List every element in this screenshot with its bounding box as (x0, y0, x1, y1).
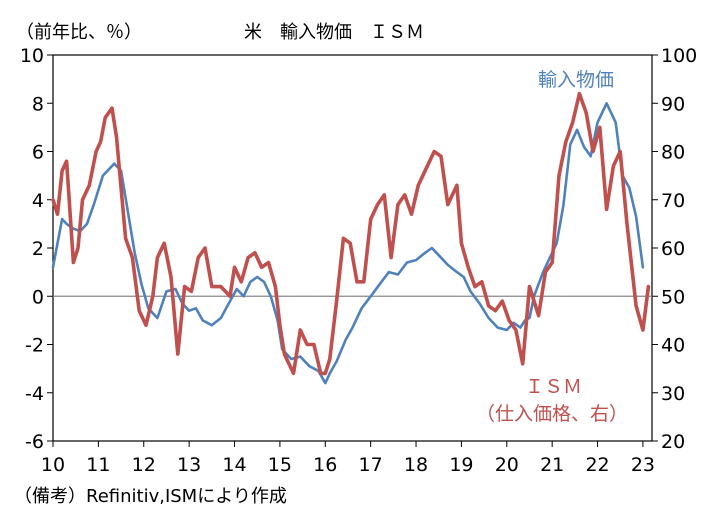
right-tick-label: 40 (661, 335, 685, 357)
right-tick-label: 100 (661, 45, 697, 67)
ism-series-sublabel: （仕入価格、右） (476, 403, 628, 425)
x-tick-label: 10 (41, 454, 65, 476)
right-axis-tick-labels: 20 30 40 50 60 70 80 90 100 (661, 45, 697, 453)
x-tick-label: 23 (631, 454, 655, 476)
right-tick-label: 20 (661, 431, 685, 453)
left-tick-label: -4 (25, 383, 44, 405)
x-axis-tick-labels: 10 11 12 13 14 15 16 17 18 19 20 21 22 23 (41, 454, 655, 476)
x-tick-label: 11 (86, 454, 110, 476)
x-tick-label: 17 (359, 454, 383, 476)
x-tick-label: 18 (404, 454, 428, 476)
right-tick-label: 70 (661, 190, 685, 212)
source-note: （備考）Refinitiv,ISMにより作成 (14, 486, 287, 507)
x-tick-label: 13 (177, 454, 201, 476)
x-tick-label: 14 (222, 454, 246, 476)
right-tick-label: 30 (661, 383, 685, 405)
left-tick-label: -2 (25, 335, 44, 357)
left-tick-label: 4 (32, 190, 44, 212)
chart-title: 米 輸入物価 ＩＳＭ (244, 22, 424, 43)
ism-series-label: ＩＳＭ (525, 376, 582, 398)
import-price-series-label: 輸入物価 (538, 69, 614, 91)
left-axis-unit: （前年比、％） (16, 22, 142, 43)
left-tick-label: 0 (32, 286, 44, 308)
right-tick-label: 60 (661, 238, 685, 260)
x-tick-label: 12 (132, 454, 156, 476)
right-tick-label: 50 (661, 286, 685, 308)
ism-price-line (51, 91, 651, 376)
left-tick-label: 6 (32, 142, 44, 164)
series-lines (51, 91, 651, 385)
x-tick-label: 16 (313, 454, 337, 476)
left-axis-tick-labels: -6 -4 -2 0 2 4 6 8 10 (20, 45, 44, 453)
left-tick-label: 10 (20, 45, 44, 67)
left-tick-label: 8 (32, 93, 44, 115)
x-tick-label: 20 (495, 454, 519, 476)
x-tick-label: 21 (540, 454, 564, 476)
x-tick-label: 15 (268, 454, 292, 476)
x-tick-label: 22 (585, 454, 609, 476)
right-tick-label: 90 (661, 93, 685, 115)
left-tick-label: -6 (25, 431, 44, 453)
right-tick-label: 80 (661, 142, 685, 164)
x-tick-label: 19 (449, 454, 473, 476)
import-price-line (51, 102, 645, 385)
axis-ticks (47, 54, 658, 447)
left-tick-label: 2 (32, 238, 44, 260)
